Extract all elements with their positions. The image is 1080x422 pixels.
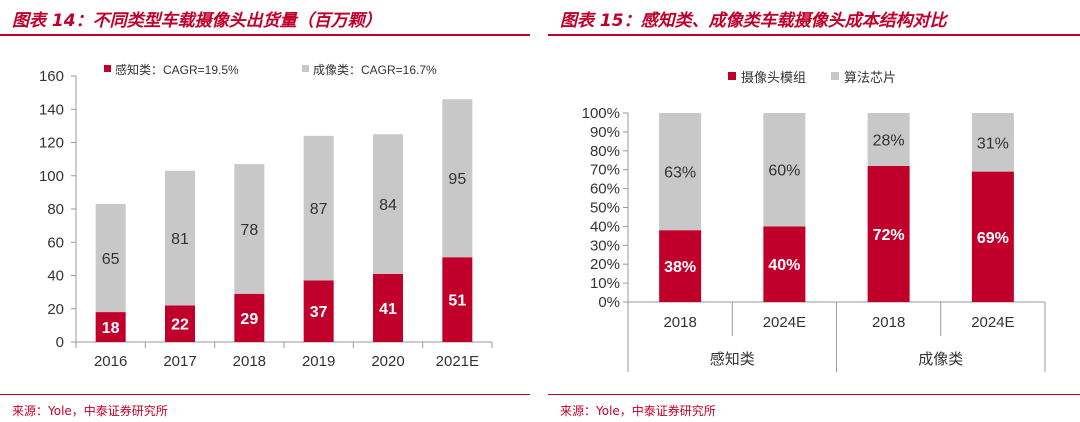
data-label: 72% [873,227,905,244]
data-label: 29 [240,311,258,328]
y-tick-label: 60 [47,234,64,251]
data-label: 31% [977,135,1009,152]
x-tick-label: 2016 [94,353,127,370]
y-tick-label: 0 [56,334,64,351]
bar-segment-imaging [303,135,334,281]
y-tick-label: 60% [590,181,620,198]
title-divider [548,34,1080,36]
figure-15-panel: 图表 15：感知类、成像类车载摄像头成本结构对比 0% 10% 20% 30% 40% 5… [548,0,1080,422]
legend-label: 成像类：CAGR=16.7% [313,63,437,77]
bar-segment-module [971,171,1014,302]
bar-segment-chip [971,113,1014,172]
figure-15-title: 图表 15：感知类、成像类车载摄像头成本结构对比 [560,11,947,31]
figure-14-panel: 图表 14：不同类型车载摄像头出货量（百万颗） 0 20 40 60 80 100 120 1… [0,0,530,422]
data-label: 95 [448,171,466,188]
data-label: 69% [977,230,1009,247]
data-label: 84 [379,197,397,214]
legend-swatch [302,65,309,72]
y-tick-label: 40 [47,268,64,285]
y-tick-label: 40% [590,218,620,235]
bar-segment-sensing [303,280,334,342]
bar-segment-sensing [95,312,126,342]
x-tick-label: 2017 [163,353,196,370]
bar-segment-imaging [165,170,195,306]
y-tick-label: 50% [590,200,620,217]
bar-segment-sensing [442,257,473,342]
y-tick-label: 140 [39,101,64,118]
bar-segment-imaging [373,134,403,274]
bar-segment-imaging [442,99,473,258]
data-label: 18 [102,320,120,337]
y-tick-label: 30% [590,237,620,254]
data-label: 22 [171,317,189,334]
bar-segment-chip [867,113,910,166]
x-tick-label: 2018 [233,353,266,370]
x-tick-label: 2019 [302,353,335,370]
bar-segment-module [763,226,806,302]
figure-15-source: 来源：Yole，中泰证券研究所 [560,404,716,418]
legend-swatch [104,65,111,72]
shipments-stacked-bar-chart: 0 20 40 60 80 100 120 140 160 2016 18 65 2017 22 81 201… [39,62,493,370]
x-tick-label: 2020 [371,353,404,370]
title-divider [0,34,530,36]
data-label: 41 [379,301,397,318]
cost-structure-stacked-bar-chart: 0%10%20%30%40%50%60%70%80%90%100%201838%… [582,70,1046,372]
bar-segment-sensing [165,305,195,342]
legend-swatch [831,72,839,80]
bar-segment-sensing [234,293,265,342]
bar-segment-sensing [373,273,403,342]
x-tick-label: 2018 [663,314,696,331]
y-tick-label: 20 [47,301,64,318]
bar-segment-chip [659,113,702,231]
y-tick-label: 100 [39,168,64,185]
data-label: 65 [102,251,120,268]
data-label: 60% [768,163,800,180]
bar-segment-imaging [95,204,126,313]
y-tick-label: 100% [582,105,620,122]
y-tick-label: 0% [598,294,620,311]
legend-label: 感知类：CAGR=19.5% [115,62,239,77]
data-label: 40% [768,257,800,274]
data-label: 38% [664,259,696,276]
bar-segment-chip [763,113,806,227]
figure-14-title: 图表 14：不同类型车载摄像头出货量（百万颗） [12,11,382,31]
data-label: 28% [873,132,905,149]
bar-segment-module [867,165,910,302]
source-divider [0,394,530,395]
figure-14-source: 来源：Yole，中泰证券研究所 [12,404,168,418]
data-label: 37 [310,304,328,321]
data-label: 51 [448,293,466,310]
y-tick-label: 160 [39,68,64,85]
x-tick-label: 2018 [872,314,905,331]
legend-label: 算法芯片 [844,70,896,85]
y-tick-label: 80% [590,143,620,160]
x-tick-label: 2024E [763,314,806,331]
y-tick-label: 80 [47,201,64,218]
y-tick-label: 10% [590,275,620,292]
legend-label: 摄像头模组 [741,70,806,85]
bar-segment-imaging [234,164,265,294]
data-label: 81 [171,231,189,248]
data-label: 63% [664,165,696,182]
data-label: 87 [310,201,328,218]
y-tick-label: 20% [590,256,620,273]
data-label: 78 [240,222,258,239]
group-label: 感知类 [710,351,755,368]
y-tick-label: 90% [590,124,620,141]
x-tick-label: 2021E [436,353,479,370]
x-tick-label: 2024E [971,314,1014,331]
legend-swatch [728,72,736,80]
y-tick-label: 70% [590,162,620,179]
source-divider [548,394,1080,395]
y-tick-label: 120 [39,135,64,152]
group-label: 成像类 [918,351,963,368]
bar-segment-module [659,230,702,302]
